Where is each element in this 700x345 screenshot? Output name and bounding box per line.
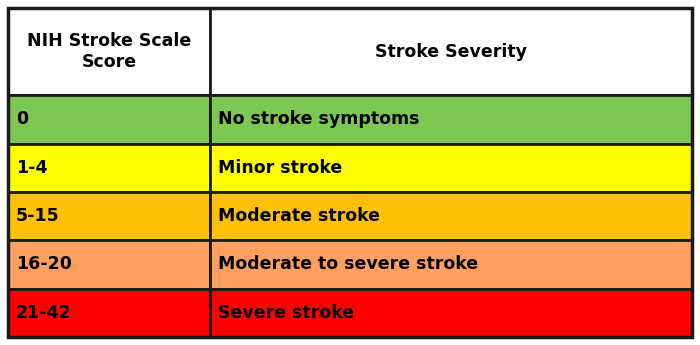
Text: NIH Stroke Scale
Score: NIH Stroke Scale Score [27, 32, 191, 71]
Bar [210, 240, 692, 289]
Text: 16-20: 16-20 [16, 255, 72, 274]
Text: Stroke Severity: Stroke Severity [375, 42, 527, 61]
Bar [8, 8, 210, 95]
Text: Severe stroke: Severe stroke [218, 304, 354, 322]
Text: Moderate stroke: Moderate stroke [218, 207, 380, 225]
Bar [210, 95, 692, 144]
Bar [210, 289, 692, 337]
Bar [210, 192, 692, 240]
Bar [210, 144, 692, 192]
Text: Moderate to severe stroke: Moderate to severe stroke [218, 255, 478, 274]
Bar [8, 289, 210, 337]
Bar [8, 240, 210, 289]
Text: 0: 0 [16, 110, 28, 128]
Text: No stroke symptoms: No stroke symptoms [218, 110, 419, 128]
Text: 5-15: 5-15 [16, 207, 60, 225]
Bar [8, 192, 210, 240]
Text: 1-4: 1-4 [16, 159, 48, 177]
Bar [8, 144, 210, 192]
Text: 21-42: 21-42 [16, 304, 71, 322]
Text: Minor stroke: Minor stroke [218, 159, 342, 177]
Bar [8, 95, 210, 144]
Bar [210, 8, 692, 95]
